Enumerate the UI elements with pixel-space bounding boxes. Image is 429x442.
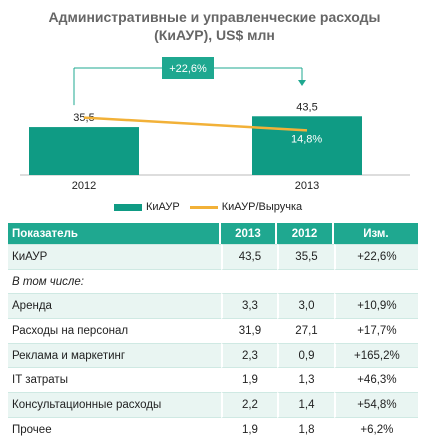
bar-2012 bbox=[29, 127, 139, 175]
chart-title-line1: Административные и управленческие расход… bbox=[48, 9, 381, 25]
header-indicator: Показатель bbox=[8, 223, 221, 244]
change-arrowhead bbox=[298, 80, 306, 86]
cell-change: +165,2% bbox=[333, 342, 418, 368]
table-row: Реклама и маркетинг 2,3 0,9 +165,2% bbox=[8, 342, 418, 368]
ratio-label-2013: 14,8% bbox=[291, 133, 322, 145]
row-label: Аренда bbox=[8, 293, 221, 319]
legend-label-bar: КиАУР bbox=[146, 201, 180, 213]
cell-2012: 35,5 bbox=[277, 244, 334, 269]
row-label: В том числе: bbox=[8, 268, 221, 294]
cell-2013: 2,3 bbox=[220, 342, 278, 368]
data-table: Показатель 2013 2012 Изм. КиАУР 43,5 35,5 +… bbox=[8, 223, 418, 442]
cell-change: +10,9% bbox=[333, 293, 418, 319]
cell-change: +46,3% bbox=[333, 367, 418, 393]
row-label: КиАУР bbox=[8, 244, 221, 269]
ratio-line bbox=[83, 116, 308, 132]
bar-label-2013: 43,5 bbox=[296, 101, 317, 113]
cell-2013: 2,2 bbox=[220, 392, 278, 417]
chart-title-line2: (КиАУР), US$ млн bbox=[154, 27, 275, 43]
row-label: Расходы на персонал bbox=[8, 318, 221, 343]
bar-2013 bbox=[252, 116, 362, 175]
table-row: Прочее 1,9 1,8 +6,2% bbox=[8, 416, 418, 442]
cell-2012: 1,3 bbox=[277, 367, 334, 393]
cell-change: +22,6% bbox=[333, 244, 418, 269]
cell-change: +6,2% bbox=[333, 416, 418, 442]
cell-change: +17,7% bbox=[333, 318, 418, 343]
chart-title: Административные и управленческие расход… bbox=[0, 8, 429, 44]
change-badge bbox=[162, 57, 214, 79]
cell-2012: 27,1 bbox=[277, 318, 334, 343]
x-tick-label: 2013 bbox=[295, 180, 319, 192]
row-label: Консультационные расходы bbox=[8, 392, 221, 417]
cell-2012: 0,9 bbox=[277, 342, 334, 368]
cell-2012: 1,8 bbox=[277, 416, 334, 442]
table-row: IT затраты 1,9 1,3 +46,3% bbox=[8, 367, 418, 393]
legend: КиАУР КиАУР/Выручка bbox=[114, 201, 302, 213]
header-2013: 2013 bbox=[220, 223, 278, 244]
table-header-row: Показатель 2013 2012 Изм. bbox=[8, 223, 418, 244]
table-row: Расходы на персонал 31,9 27,1 +17,7% bbox=[8, 318, 418, 343]
cell-2013: 43,5 bbox=[220, 244, 278, 269]
cell-2013: 1,9 bbox=[220, 367, 278, 393]
row-label: Реклама и маркетинг bbox=[8, 342, 221, 368]
cell-2012: 3,0 bbox=[277, 293, 334, 319]
legend-label-line: КиАУР/Выручка bbox=[221, 201, 303, 213]
cell-2012 bbox=[277, 268, 334, 294]
table-row: В том числе: bbox=[8, 268, 418, 294]
cell-2013: 31,9 bbox=[220, 318, 278, 343]
legend-swatch-line bbox=[189, 205, 218, 209]
table-row: Консультационные расходы 2,2 1,4 +54,8% bbox=[8, 392, 418, 417]
cell-change bbox=[333, 268, 418, 294]
cell-change: +54,8% bbox=[333, 392, 418, 417]
table-body: КиАУР 43,5 35,5 +22,6% В том числе: Аренда 3,3… bbox=[8, 244, 418, 442]
cell-2012: 1,4 bbox=[277, 392, 334, 417]
row-label: Прочее bbox=[8, 416, 221, 442]
header-change: Изм. bbox=[333, 223, 418, 244]
table-row: Аренда 3,3 3,0 +10,9% bbox=[8, 293, 418, 319]
ratio-label-2012: 17,0% bbox=[40, 112, 71, 124]
cell-2013 bbox=[220, 268, 278, 294]
legend-swatch-bar bbox=[114, 203, 142, 211]
table-row: КиАУР 43,5 35,5 +22,6% bbox=[8, 244, 418, 269]
cell-2013: 3,3 bbox=[220, 293, 278, 319]
change-badge-label: +22,6% bbox=[169, 63, 207, 75]
header-2012: 2012 bbox=[277, 223, 334, 244]
cell-2013: 1,9 bbox=[220, 416, 278, 442]
x-tick-label: 2012 bbox=[72, 180, 96, 192]
row-label: IT затраты bbox=[8, 367, 221, 393]
